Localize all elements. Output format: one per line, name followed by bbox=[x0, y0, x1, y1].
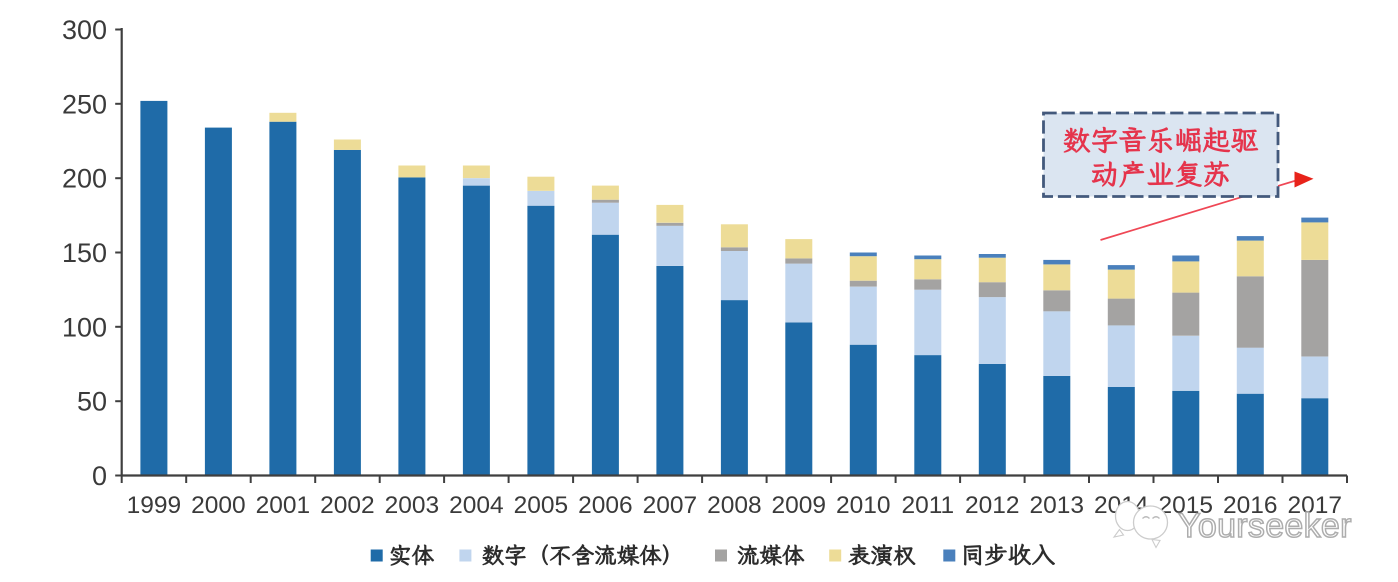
svg-text:2000: 2000 bbox=[191, 492, 246, 519]
svg-text:2010: 2010 bbox=[836, 492, 891, 519]
svg-text:0: 0 bbox=[92, 461, 107, 491]
svg-text:150: 150 bbox=[62, 238, 107, 268]
svg-text:2012: 2012 bbox=[965, 492, 1020, 519]
svg-text:100: 100 bbox=[62, 312, 107, 342]
svg-text:2001: 2001 bbox=[256, 492, 311, 519]
svg-text:2002: 2002 bbox=[320, 492, 375, 519]
svg-text:2009: 2009 bbox=[772, 492, 827, 519]
svg-text:300: 300 bbox=[62, 15, 107, 45]
svg-text:2003: 2003 bbox=[385, 492, 440, 519]
svg-text:250: 250 bbox=[62, 89, 107, 119]
svg-text:200: 200 bbox=[62, 164, 107, 194]
svg-text:2015: 2015 bbox=[1159, 492, 1214, 519]
svg-text:2016: 2016 bbox=[1223, 492, 1278, 519]
svg-text:Yourseeker: Yourseeker bbox=[1178, 507, 1352, 545]
svg-text:2004: 2004 bbox=[449, 492, 504, 519]
svg-text:2005: 2005 bbox=[514, 492, 569, 519]
svg-text:2013: 2013 bbox=[1030, 492, 1085, 519]
svg-text:2011: 2011 bbox=[901, 492, 954, 519]
svg-text:2017: 2017 bbox=[1288, 492, 1343, 519]
svg-text:2006: 2006 bbox=[578, 492, 633, 519]
svg-text:2007: 2007 bbox=[643, 492, 698, 519]
svg-text:2008: 2008 bbox=[707, 492, 762, 519]
svg-text:50: 50 bbox=[77, 387, 107, 417]
svg-text:1999: 1999 bbox=[127, 492, 182, 519]
